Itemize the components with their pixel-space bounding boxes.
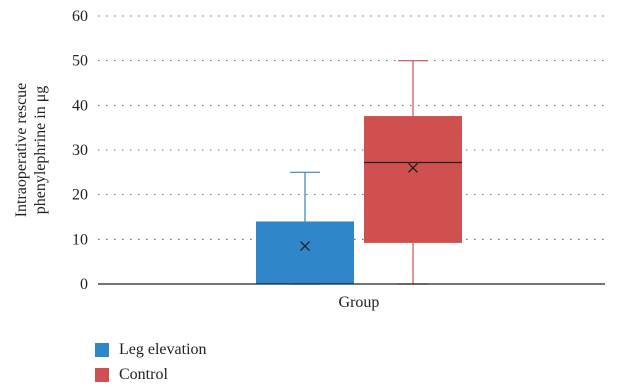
y-tick-label-30: 30: [72, 142, 88, 159]
y-tick-label-0: 0: [80, 276, 88, 293]
legend-label-control: Control: [119, 365, 168, 383]
legend-label-leg-elevation: Leg elevation: [119, 340, 207, 358]
y-axis-title-line-2: phenylephrine in μg: [32, 86, 49, 215]
y-axis-title: Intraoperative rescue phenylephrine in μg: [13, 83, 49, 218]
y-tick-label-50: 50: [72, 53, 88, 70]
legend-item-control: Control: [95, 362, 207, 387]
chart-canvas: 0 10 20 30 40 50 60 Group Intraoperative rescue p…: [13, 8, 605, 311]
box-leg-elevation: [256, 221, 354, 284]
mean-marker-b-leg-elevation: [300, 241, 310, 251]
mean-marker-b-control: [408, 162, 418, 173]
y-axis-title-line-1: Intraoperative rescue: [13, 83, 30, 218]
y-tick-label-40: 40: [72, 97, 88, 114]
legend-swatch-control: [95, 367, 109, 382]
y-tick-label-10: 10: [72, 231, 88, 248]
y-tick-label-60: 60: [72, 8, 88, 25]
box-control: [364, 116, 462, 243]
legend-swatch-leg-elevation: [95, 342, 109, 357]
y-tick-label-20: 20: [72, 187, 88, 204]
x-axis-title: Group: [339, 294, 380, 311]
legend: Leg elevation Control: [95, 337, 207, 387]
legend-item-leg-elevation: Leg elevation: [95, 337, 207, 362]
